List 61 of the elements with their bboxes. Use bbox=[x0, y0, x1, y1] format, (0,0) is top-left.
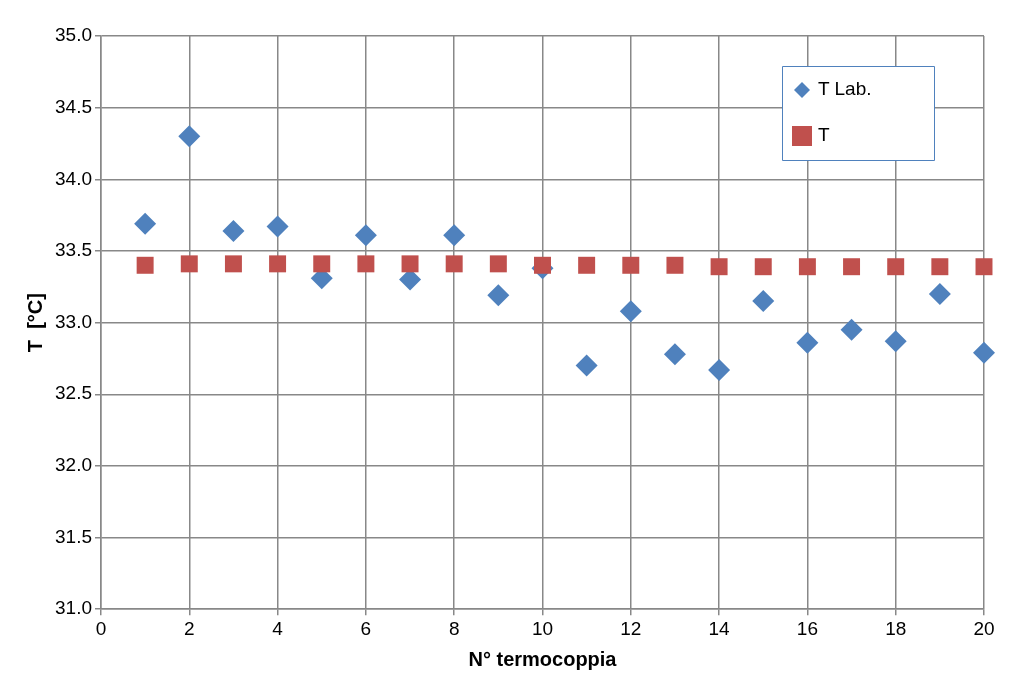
point bbox=[931, 258, 949, 276]
x-axis-title: N° termocoppia bbox=[468, 647, 618, 670]
point bbox=[752, 290, 775, 313]
point bbox=[710, 258, 728, 276]
x-tick-label: 18 bbox=[885, 617, 907, 639]
point bbox=[887, 258, 905, 276]
x-tick-label: 6 bbox=[360, 617, 372, 639]
x-tick-label: 14 bbox=[708, 617, 731, 639]
point bbox=[487, 284, 510, 307]
point bbox=[619, 300, 642, 323]
point bbox=[973, 341, 995, 364]
point bbox=[266, 215, 289, 238]
x-tick-label: 0 bbox=[95, 617, 107, 639]
point bbox=[136, 256, 154, 274]
point bbox=[928, 282, 951, 305]
point bbox=[534, 256, 551, 274]
point bbox=[354, 224, 377, 247]
y-tick-label: 32.5 bbox=[55, 382, 92, 404]
point bbox=[357, 255, 375, 273]
y-tick-label: 32.0 bbox=[55, 454, 92, 476]
legend-label: T bbox=[818, 124, 830, 146]
point bbox=[224, 255, 242, 273]
point bbox=[663, 343, 686, 366]
point bbox=[575, 354, 598, 377]
point bbox=[134, 212, 157, 235]
y-tick-label: 34.5 bbox=[55, 95, 92, 117]
point bbox=[754, 258, 772, 276]
y-tick-label: 31.5 bbox=[55, 525, 92, 547]
point bbox=[708, 358, 731, 381]
point bbox=[840, 318, 863, 341]
point bbox=[798, 258, 816, 276]
point bbox=[222, 219, 245, 242]
point bbox=[313, 255, 331, 273]
legend-label: T Lab. bbox=[818, 78, 872, 100]
point bbox=[445, 255, 463, 273]
x-tick-label: 16 bbox=[796, 617, 818, 639]
y-tick-label: 33.5 bbox=[55, 239, 92, 261]
x-tick-label: 20 bbox=[973, 617, 995, 639]
point bbox=[180, 255, 198, 273]
y-tick-label: 31.0 bbox=[55, 597, 92, 619]
x-tick-label: 10 bbox=[531, 617, 554, 639]
point bbox=[178, 125, 201, 148]
point bbox=[796, 331, 819, 354]
point bbox=[622, 256, 640, 274]
point bbox=[666, 256, 684, 274]
y-tick-label: 34.0 bbox=[55, 167, 92, 189]
point bbox=[975, 258, 993, 276]
y-tick-label: 33.0 bbox=[55, 310, 92, 332]
point bbox=[884, 330, 907, 353]
x-tick-label: 8 bbox=[448, 617, 460, 639]
point bbox=[443, 224, 466, 247]
point bbox=[843, 258, 861, 276]
y-axis-title: T [°C] bbox=[23, 293, 46, 353]
x-tick-label: 2 bbox=[183, 617, 195, 639]
point bbox=[401, 255, 419, 273]
x-tick-label: 4 bbox=[272, 617, 284, 639]
x-tick-label: 12 bbox=[620, 617, 642, 639]
y-tick-label: 35.0 bbox=[55, 24, 92, 46]
point bbox=[489, 255, 507, 273]
point bbox=[269, 255, 287, 273]
point bbox=[578, 256, 596, 274]
